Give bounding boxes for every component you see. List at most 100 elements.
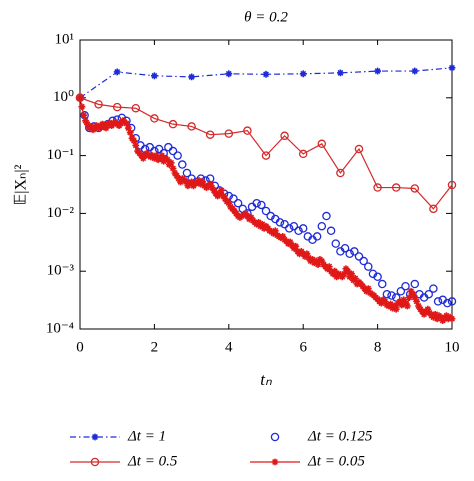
marker (429, 284, 438, 293)
marker (145, 142, 154, 152)
marker (392, 305, 400, 313)
marker (410, 184, 420, 193)
marker (318, 257, 326, 265)
marker (338, 273, 346, 281)
x-tick-label: 8 (374, 339, 382, 355)
marker (309, 256, 316, 263)
marker (113, 68, 121, 76)
marker (173, 172, 181, 180)
chart-title: θ = 0.2 (244, 9, 288, 25)
marker (354, 144, 364, 154)
marker (430, 313, 437, 321)
marker (164, 142, 173, 152)
marker (437, 313, 445, 321)
marker (447, 180, 457, 190)
marker (182, 168, 192, 178)
marker (344, 267, 352, 275)
legend-marker (271, 458, 279, 466)
marker (188, 73, 195, 81)
marker (350, 247, 359, 256)
marker (325, 263, 333, 271)
marker (346, 273, 354, 281)
marker (75, 93, 85, 103)
marker (424, 305, 432, 313)
marker (409, 290, 417, 298)
marker (322, 211, 331, 221)
marker (238, 204, 247, 214)
marker (243, 126, 252, 135)
marker (382, 289, 392, 299)
marker (130, 137, 138, 145)
marker (173, 151, 182, 160)
marker (400, 296, 408, 304)
marker (216, 190, 223, 198)
marker (178, 160, 187, 169)
marker (257, 200, 266, 210)
marker (284, 224, 294, 233)
marker (131, 103, 141, 113)
legend-label: Δt = 0.05 (307, 453, 365, 469)
marker (182, 178, 190, 186)
marker (261, 151, 271, 160)
marker (195, 177, 203, 184)
marker (431, 310, 439, 318)
marker (317, 139, 327, 149)
marker (217, 186, 225, 194)
marker (199, 178, 207, 186)
legend-label: Δt = 1 (127, 428, 166, 444)
marker (229, 194, 238, 203)
marker (447, 297, 457, 306)
marker (84, 120, 91, 128)
x-tick-label: 0 (76, 339, 84, 355)
y-tick-label: 10⁻² (47, 205, 75, 221)
marker (374, 67, 381, 75)
marker (345, 249, 354, 259)
marker (78, 103, 86, 111)
marker (424, 289, 433, 299)
marker (373, 183, 382, 192)
marker (433, 315, 441, 323)
marker (401, 281, 410, 291)
y-tick-label: 10⁻¹ (47, 147, 74, 163)
legend-marker (270, 432, 280, 442)
y-tick-label: 10⁻⁴ (46, 320, 74, 336)
marker (413, 298, 421, 305)
marker (175, 175, 182, 183)
marker (164, 156, 171, 164)
marker (160, 157, 168, 165)
marker (261, 206, 271, 216)
marker (94, 100, 103, 109)
marker (279, 233, 287, 240)
marker (76, 94, 84, 102)
series-line (79, 97, 453, 210)
marker (448, 315, 456, 323)
marker (331, 267, 339, 275)
marker (354, 252, 364, 261)
plot-frame (79, 39, 453, 330)
marker (286, 238, 294, 246)
marker (314, 261, 322, 269)
marker (298, 149, 308, 159)
marker (364, 285, 372, 292)
marker (333, 273, 341, 281)
marker (280, 131, 289, 141)
x-tick-label: 10 (445, 339, 460, 355)
marker (312, 257, 320, 265)
marker (188, 178, 195, 186)
marker (87, 123, 95, 130)
marker (168, 119, 178, 129)
y-tick-label: 10⁻³ (47, 263, 75, 279)
marker (187, 122, 196, 131)
y-tick-label: 10¹ (55, 31, 75, 47)
marker (303, 250, 311, 258)
marker (331, 239, 340, 248)
marker (206, 180, 214, 188)
marker (326, 226, 336, 236)
marker (255, 218, 262, 226)
marker (429, 204, 438, 214)
marker (391, 183, 401, 192)
x-tick-label: 2 (151, 339, 159, 355)
marker (377, 279, 387, 289)
marker (150, 114, 159, 123)
